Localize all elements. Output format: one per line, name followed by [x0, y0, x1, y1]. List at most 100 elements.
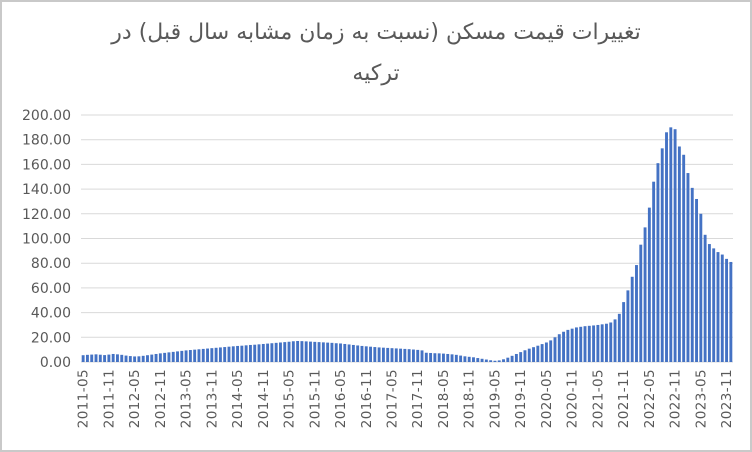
- chart-bar: [665, 132, 668, 362]
- chart-bar: [489, 360, 493, 362]
- chart-bar: [682, 154, 686, 362]
- chart-bar: [519, 352, 523, 362]
- x-tick-label: 2014-05: [230, 369, 246, 428]
- chart-bar: [506, 357, 510, 362]
- chart-bar: [373, 347, 377, 362]
- chart-bar: [707, 244, 711, 362]
- chart-bar: [660, 148, 664, 362]
- chart-bar: [639, 244, 643, 362]
- chart-bar: [420, 350, 424, 362]
- chart-bar: [120, 354, 124, 362]
- chart-bar: [124, 355, 128, 362]
- y-tick-label: 40.00: [31, 306, 71, 322]
- chart-bar: [450, 354, 454, 362]
- x-tick-label: 2015-11: [307, 369, 323, 428]
- chart-bar: [274, 342, 278, 362]
- chart-bar: [90, 354, 94, 362]
- chart-bar: [647, 207, 651, 362]
- chart-bar: [407, 349, 411, 362]
- chart-bar: [244, 345, 248, 362]
- chart-bar: [291, 341, 295, 362]
- chart-bar: [223, 347, 227, 362]
- chart-bar: [583, 326, 587, 362]
- chart-bar: [433, 353, 437, 362]
- chart-bar: [446, 353, 450, 362]
- chart-bar: [695, 198, 698, 362]
- chart-bar: [394, 348, 398, 362]
- chart-bar: [197, 349, 201, 362]
- chart-bar: [287, 341, 291, 362]
- chart-bar: [424, 352, 428, 362]
- chart-bar: [107, 354, 111, 362]
- chart-bar: [158, 353, 162, 362]
- chart-bar: [188, 350, 192, 362]
- chart-bar: [343, 343, 347, 362]
- chart-title-line2: ترکیه: [352, 61, 400, 86]
- y-tick-label: 80.00: [31, 256, 71, 272]
- chart-bar: [686, 173, 690, 362]
- chart-bar: [386, 347, 390, 362]
- x-tick-label: 2021-05: [590, 369, 606, 428]
- chart-bar: [725, 258, 729, 362]
- chart-bar: [493, 360, 497, 362]
- x-tick-label: 2012-05: [127, 369, 143, 428]
- chart-bar: [94, 354, 98, 362]
- chart-bar: [514, 353, 518, 362]
- chart-bar: [540, 344, 544, 362]
- chart-bar: [85, 354, 89, 362]
- x-tick-label: 2023-05: [693, 369, 709, 428]
- chart-bar: [326, 342, 330, 362]
- chart-bar: [206, 348, 209, 362]
- chart-bar: [270, 343, 274, 362]
- chart-bar: [472, 357, 475, 362]
- chart-title-line1: تغییرات قیمت مسکن (نسبت به زمان مشابه سا…: [111, 20, 641, 45]
- y-tick-label: 120.00: [22, 207, 71, 223]
- chart-bar: [544, 342, 548, 362]
- chart-bar: [146, 355, 149, 362]
- chart-bar: [103, 355, 107, 362]
- chart-bar: [193, 349, 197, 362]
- chart-bar: [240, 345, 244, 362]
- chart-bar: [154, 353, 158, 362]
- chart-bar: [549, 340, 553, 362]
- x-tick-label: 2019-05: [487, 369, 503, 428]
- chart-bar: [167, 352, 171, 362]
- x-tick-label: 2011-05: [76, 369, 92, 428]
- chart-bar: [116, 354, 119, 362]
- chart-bar: [467, 356, 471, 362]
- chart-bar: [626, 290, 630, 362]
- chart-bar: [377, 347, 381, 362]
- chart-bar: [609, 322, 613, 362]
- y-tick-label: 160.00: [22, 157, 71, 173]
- chart-bar: [180, 350, 184, 362]
- chart-bar: [703, 234, 707, 362]
- chart-bar: [437, 353, 441, 362]
- chart-bar: [150, 354, 154, 362]
- chart-bar: [184, 350, 188, 362]
- chart-bar: [313, 341, 317, 362]
- chart-bar: [98, 354, 102, 362]
- chart-bar: [356, 345, 360, 362]
- x-tick-label: 2022-11: [668, 369, 684, 428]
- chart-bar: [476, 358, 480, 362]
- chart-bar: [510, 355, 514, 362]
- chart-bar: [141, 355, 145, 362]
- chart-bar: [570, 328, 574, 362]
- chart-bar: [253, 344, 257, 362]
- chart-bar: [176, 351, 179, 362]
- chart-bar: [527, 348, 531, 362]
- chart-bar: [574, 327, 578, 362]
- chart-bar: [579, 326, 583, 362]
- x-tick-label: 2013-05: [179, 369, 195, 428]
- y-tick-label: 140.00: [22, 182, 71, 198]
- chart-bar: [712, 248, 716, 362]
- x-tick-label: 2013-11: [204, 369, 220, 428]
- chart-bar: [532, 347, 535, 362]
- x-tick-label: 2012-11: [153, 369, 169, 428]
- x-tick-label: 2018-11: [462, 369, 478, 428]
- chart-bar: [656, 163, 660, 362]
- y-tick-label: 60.00: [31, 281, 71, 297]
- chart-bar: [536, 345, 540, 362]
- chart-bar: [459, 355, 463, 362]
- x-tick-label: 2016-05: [333, 369, 349, 428]
